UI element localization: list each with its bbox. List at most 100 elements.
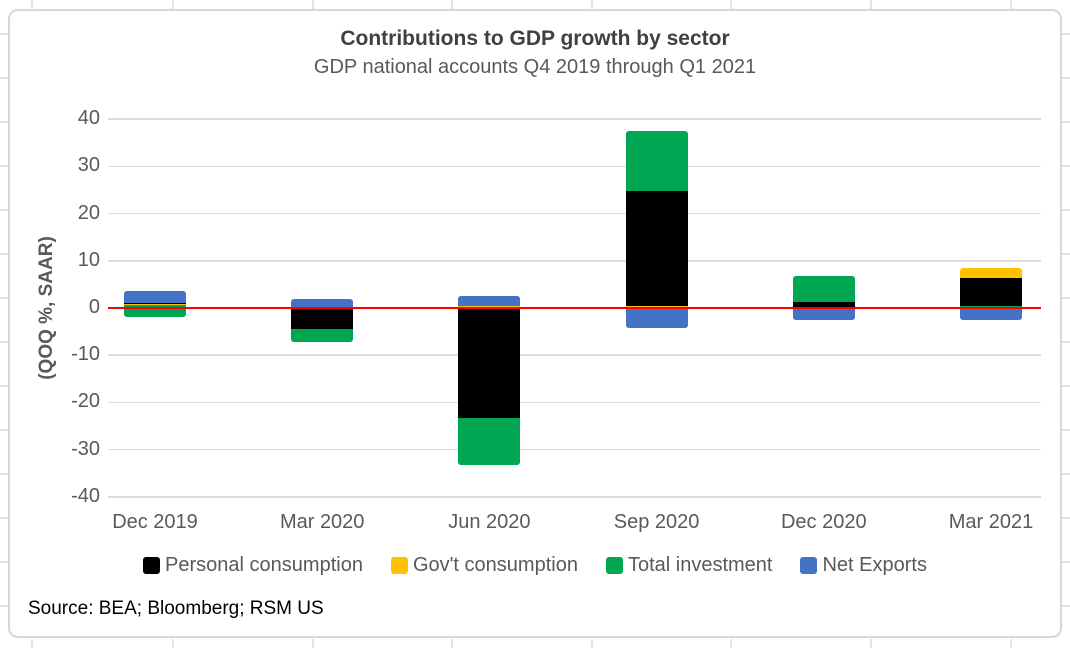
sheet-gridline xyxy=(0,297,8,299)
legend-item-personal-consumption[interactable]: Personal consumption xyxy=(143,554,363,577)
legend-item-total-investment[interactable]: Total investment xyxy=(605,554,773,577)
sheet-gridline xyxy=(1062,605,1070,607)
bar-segment-net-exports[interactable] xyxy=(124,291,186,304)
sheet-gridline xyxy=(0,517,8,519)
chart-title: Contributions to GDP growth by sector xyxy=(340,27,730,50)
legend-label: Total investment xyxy=(627,554,773,576)
bar-segment-personal-consumption[interactable] xyxy=(960,278,1022,306)
y-gridline xyxy=(108,448,1041,451)
y-tick-label: -40 xyxy=(71,484,100,507)
chart-subtitle: GDP national accounts Q4 2019 through Q1… xyxy=(313,56,757,78)
bar-segment-personal-consumption[interactable] xyxy=(792,301,855,308)
bar-segment-personal-consumption[interactable] xyxy=(124,303,186,305)
y-tick-label: -20 xyxy=(71,390,100,413)
y-tick-label: 40 xyxy=(77,107,100,130)
sheet-gridline xyxy=(730,639,732,648)
y-tick-label: 30 xyxy=(77,154,100,177)
x-axis-label: Dec 2019 xyxy=(112,511,198,533)
x-axis-label: Sep 2020 xyxy=(613,511,700,533)
source-note: Source: BEA; Bloomberg; RSM US xyxy=(28,598,324,619)
sheet-gridline xyxy=(1062,297,1070,299)
y-tick-label: 20 xyxy=(77,201,100,224)
sheet-gridline xyxy=(1010,0,1012,9)
bar-segment-total-investment[interactable] xyxy=(291,329,354,342)
bar-segment-net-exports[interactable] xyxy=(960,309,1022,320)
sheet-gridline xyxy=(870,639,872,648)
sheet-gridline xyxy=(0,33,8,35)
y-tick-label: -30 xyxy=(71,437,100,460)
bar-segment-personal-consumption[interactable] xyxy=(291,308,354,330)
bar-segment-gov-t-consumption[interactable] xyxy=(124,304,186,306)
sheet-gridline xyxy=(31,0,33,9)
chart-legend: Personal consumption Gov't consumption Tot… xyxy=(8,554,1062,577)
sheet-gridline xyxy=(0,473,8,475)
y-tick-label: -10 xyxy=(71,343,100,366)
sheet-gridline xyxy=(1062,385,1070,387)
legend-marker-icon xyxy=(605,557,623,574)
sheet-gridline xyxy=(1062,473,1070,475)
sheet-gridline xyxy=(451,0,453,9)
bar-segment-total-investment[interactable] xyxy=(792,276,855,302)
y-gridline xyxy=(108,118,1041,120)
sheet-gridline xyxy=(312,0,314,9)
y-tick-label: 0 xyxy=(88,296,100,318)
y-gridline xyxy=(108,354,1041,356)
legend-label: Gov't consumption xyxy=(412,554,578,576)
sheet-gridline xyxy=(591,0,593,9)
bar-segment-gov-t-consumption[interactable] xyxy=(960,267,1022,279)
legend-item-gov-t-consumption[interactable]: Gov't consumption xyxy=(390,554,578,577)
sheet-gridline xyxy=(0,605,8,607)
sheet-gridline xyxy=(312,639,314,648)
x-axis-label: Mar 2021 xyxy=(948,511,1034,533)
sheet-gridline xyxy=(0,429,8,431)
sheet-gridline xyxy=(1010,639,1012,648)
sheet-gridline xyxy=(1062,33,1070,35)
sheet-gridline xyxy=(0,209,8,211)
sheet-gridline xyxy=(0,561,8,563)
sheet-gridline xyxy=(1062,561,1070,563)
sheet-gridline xyxy=(0,385,8,387)
bar-segment-total-investment[interactable] xyxy=(625,131,688,192)
sheet-gridline xyxy=(0,341,8,343)
bar-segment-personal-consumption[interactable] xyxy=(458,308,521,419)
sheet-gridline xyxy=(172,639,174,648)
y-gridline xyxy=(108,212,1041,215)
sheet-gridline xyxy=(0,253,8,255)
sheet-gridline xyxy=(1062,429,1070,431)
bar-segment-total-investment[interactable] xyxy=(124,305,186,317)
sheet-gridline xyxy=(0,121,8,123)
gdp-chart-object[interactable] xyxy=(8,9,1062,638)
sheet-gridline xyxy=(172,0,174,9)
bar-segment-net-exports[interactable] xyxy=(625,308,688,329)
sheet-gridline xyxy=(1062,517,1070,519)
bar-segment-personal-consumption[interactable] xyxy=(625,191,688,306)
bar-segment-net-exports[interactable] xyxy=(792,308,855,321)
sheet-gridline xyxy=(870,0,872,9)
zero-line xyxy=(108,306,1041,310)
legend-label: Personal consumption xyxy=(165,554,363,576)
sheet-gridline xyxy=(451,639,453,648)
bar-segment-total-investment[interactable] xyxy=(458,418,521,466)
y-gridline xyxy=(108,165,1041,168)
y-gridline xyxy=(108,260,1041,262)
sheet-gridline xyxy=(1062,341,1070,343)
legend-marker-icon xyxy=(800,557,818,574)
x-axis-label: Jun 2020 xyxy=(448,511,531,533)
sheet-gridline xyxy=(0,165,8,167)
legend-item-net-exports[interactable]: Net Exports xyxy=(800,554,927,577)
y-gridline xyxy=(108,496,1041,498)
sheet-gridline xyxy=(0,77,8,79)
sheet-gridline xyxy=(1062,253,1070,255)
sheet-gridline xyxy=(1062,165,1070,167)
bar-segment-net-exports[interactable] xyxy=(458,296,521,307)
legend-marker-icon xyxy=(390,557,408,574)
sheet-gridline xyxy=(730,0,732,9)
x-axis-label: Mar 2020 xyxy=(279,511,365,533)
sheet-gridline xyxy=(1062,121,1070,123)
bar-segment-net-exports[interactable] xyxy=(291,298,354,308)
sheet-gridline xyxy=(1062,77,1070,79)
sheet-gridline xyxy=(591,639,593,648)
legend-marker-icon xyxy=(143,557,161,574)
y-tick-label: 10 xyxy=(77,248,100,271)
y-gridline xyxy=(108,401,1041,404)
